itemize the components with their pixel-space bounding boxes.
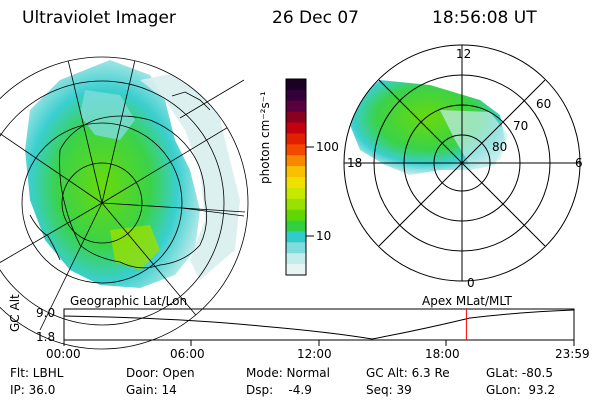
mlat-label-80: 80 (492, 140, 508, 154)
colorbar-swatch (286, 166, 306, 178)
colorbar-swatch (286, 100, 306, 113)
gain-info: Gain: 14 (126, 383, 177, 397)
colorbar-swatch (286, 253, 306, 265)
x-tick-0600: 06:00 (170, 347, 205, 361)
colorbar-swatch (286, 242, 306, 254)
mode-info: Mode: Normal (246, 366, 330, 380)
apex-polar-map (343, 44, 581, 282)
x-tick-2359: 23:59 (555, 347, 590, 361)
colorbar-swatch (286, 133, 306, 145)
altitude-plot (63, 308, 575, 346)
colorbar-tick-10: 10 (316, 229, 332, 243)
colorbar-swatch (286, 111, 306, 124)
ip-info: IP: 36.0 (10, 383, 56, 397)
apex-map-caption: Apex MLat/MLT (422, 294, 512, 308)
mlat-label-70: 70 (513, 119, 529, 133)
colorbar-swatch (286, 198, 306, 211)
altitude-curve (63, 309, 575, 340)
colorbar-swatch (286, 177, 306, 189)
geo-map-caption: Geographic Lat/Lon (70, 294, 188, 308)
geographic-map (0, 56, 249, 350)
geo-aurora-image (25, 60, 200, 288)
colorbar (286, 79, 306, 276)
coastline (59, 115, 208, 269)
colorbar-swatch (286, 264, 306, 276)
gcalt-info: GC Alt: 6.3 Re (366, 366, 450, 380)
colorbar-swatch (286, 231, 306, 243)
mlat-label-60: 60 (536, 97, 552, 111)
date-label: 26 Dec 07 (272, 8, 359, 28)
colorbar-swatch (286, 155, 306, 167)
altitude-ytop: 9.0 (36, 306, 56, 320)
glat-info: GLat: -80.5 (486, 366, 553, 380)
x-tick-1200: 12:00 (297, 347, 332, 361)
x-tick-0000: 00:00 (46, 347, 81, 361)
colorbar-swatch (286, 122, 306, 134)
colorbar-swatch (286, 209, 306, 222)
colorbar-unit-label: photon cm⁻²s⁻¹ (258, 91, 272, 184)
x-tick-1800: 18:00 (425, 347, 460, 361)
seq-info: Seq: 39 (366, 383, 412, 397)
door-info: Door: Open (126, 366, 195, 380)
colorbar-swatch (286, 220, 306, 232)
altitude-ybottom: 1.8 (36, 330, 56, 344)
colorbar-swatch (286, 79, 306, 91)
instrument-title: Ultraviolet Imager (22, 8, 176, 28)
time-label: 18:56:08 UT (432, 8, 537, 28)
dsp-info: Dsp: -4.9 (246, 383, 312, 397)
mlt-label-18: 18 (347, 156, 363, 170)
colorbar-tick-100: 100 (316, 140, 339, 154)
colorbar-swatch (286, 187, 306, 200)
mlt-label-12: 12 (456, 47, 472, 61)
altitude-ylabel: GC Alt (8, 294, 22, 332)
mlt-label-0: 0 (467, 276, 475, 290)
glon-info: GLon: 93.2 (486, 383, 556, 397)
colorbar-swatch (286, 89, 306, 102)
mlt-label-6: 6 (575, 156, 583, 170)
filter-info: Flt: LBHL (10, 366, 64, 380)
colorbar-swatch (286, 144, 306, 156)
